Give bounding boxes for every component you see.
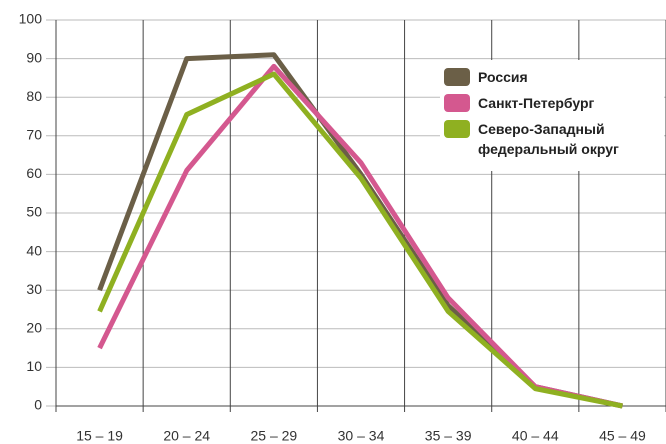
legend-label: Северо-Западный федеральный округ [478, 121, 619, 157]
legend-label: Санкт-Петербург [478, 95, 595, 111]
y-tick-label: 60 [26, 165, 42, 181]
series-line [97, 71, 623, 409]
x-tick-label: 40 – 44 [512, 428, 559, 444]
y-tick-label: 10 [26, 358, 42, 374]
x-tick-label: 15 – 19 [76, 428, 123, 444]
y-tick-label: 100 [19, 11, 43, 27]
legend-label: Россия [478, 69, 528, 85]
y-tick-label: 20 [26, 320, 42, 336]
y-tick-label: 90 [26, 49, 42, 65]
y-tick-label: 30 [26, 281, 42, 297]
y-tick-label: 0 [34, 397, 42, 413]
x-tick-label: 45 – 49 [599, 428, 646, 444]
y-tick-label: 40 [26, 242, 42, 258]
x-tick-label: 20 – 24 [163, 428, 210, 444]
y-tick-label: 50 [26, 204, 42, 220]
y-tick-label: 80 [26, 88, 42, 104]
y-tick-label: 70 [26, 127, 42, 143]
legend-item: Северо-Западный федеральный округ [444, 119, 664, 159]
x-tick-label: 25 – 29 [250, 428, 297, 444]
legend-swatch [444, 120, 470, 138]
legend-swatch [444, 94, 470, 112]
x-tick-label: 35 – 39 [425, 428, 472, 444]
legend-item: Россия [444, 67, 664, 87]
x-tick-label: 30 – 34 [338, 428, 385, 444]
legend-swatch [444, 68, 470, 86]
legend-item: Санкт-Петербург [444, 93, 664, 113]
legend: Россия Санкт-Петербург Северо-Западный фед… [440, 60, 664, 171]
